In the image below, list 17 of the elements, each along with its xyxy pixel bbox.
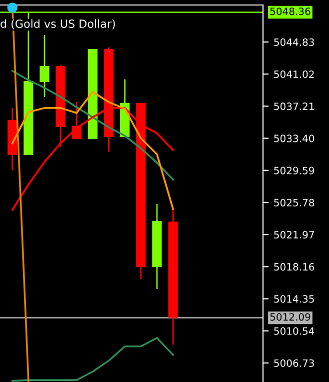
- y-tick-label: 5041.02: [274, 70, 314, 78]
- y-tick-label: 5044.83: [274, 38, 314, 46]
- text: d (Gold vs US Dollar): [0, 19, 115, 30]
- ref-line-label: 5012.09: [270, 313, 310, 321]
- candlestick: [40, 34, 50, 98]
- y-tick-label: 5033.40: [274, 134, 314, 142]
- y-tick-label: 5006.73: [274, 359, 314, 367]
- ref-line-label: 5048.36: [270, 8, 310, 16]
- y-tick-label: 5029.59: [274, 166, 314, 174]
- y-tick-label: 5014.35: [274, 295, 314, 303]
- y-tick-label: 5037.21: [274, 102, 314, 110]
- line-series: [11, 70, 174, 180]
- y-tick-label: 5021.97: [274, 230, 314, 239]
- y-tick-label: 5025.78: [274, 198, 314, 206]
- line-series: [11, 337, 174, 382]
- y-tick-label: 5010.54: [274, 327, 314, 335]
- y-tick-label: 5018.16: [274, 263, 314, 271]
